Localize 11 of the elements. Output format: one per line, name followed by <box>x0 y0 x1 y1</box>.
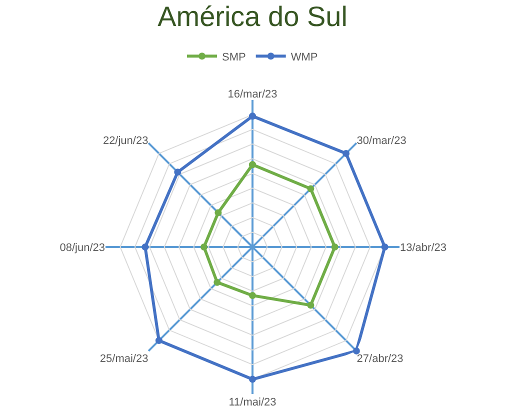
spoke-label: 08/jun/23 <box>60 242 105 254</box>
spoke-label: 22/jun/23 <box>102 134 148 147</box>
legend-label: WMP <box>290 51 318 64</box>
legend-label: SMP <box>222 51 246 64</box>
spoke-label: 11/mai/23 <box>228 396 276 408</box>
spoke-label: 27/abr/23 <box>356 352 404 365</box>
chart-title: América do Sul <box>158 0 348 32</box>
spoke-label: 25/mai/23 <box>100 352 148 365</box>
spoke-label: 13/abr/23 <box>400 242 446 254</box>
spoke-label: 30/mar/23 <box>356 134 406 147</box>
spoke-label: 16/mar/23 <box>228 88 278 100</box>
